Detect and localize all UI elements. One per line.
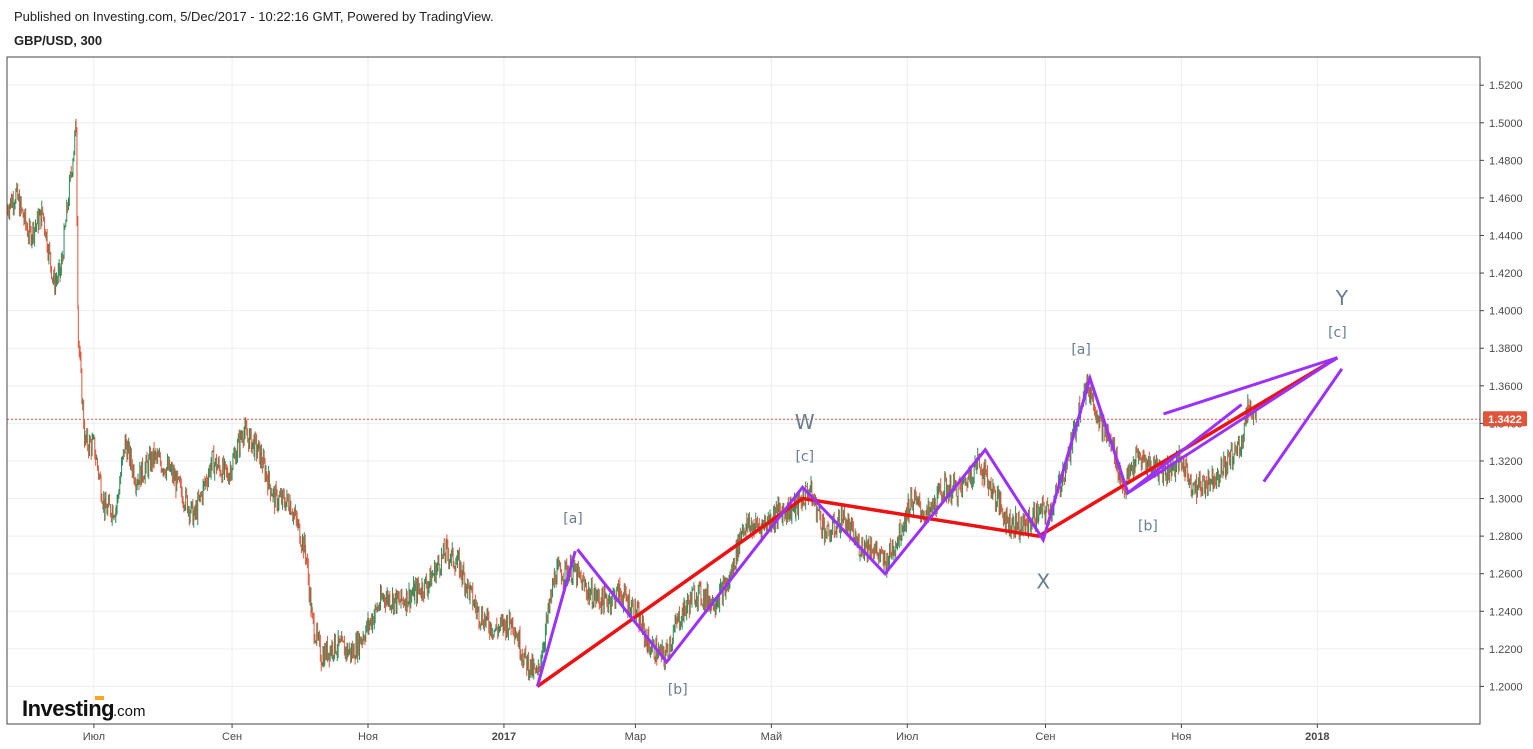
- candles: [6, 118, 1257, 681]
- x-axis: Июл Сен Ноя 2017 Мар Май Июл Сен Ноя 2018: [83, 724, 1330, 743]
- y-tick-label: 1.5200: [1489, 80, 1523, 92]
- wave-label: [b]: [668, 682, 688, 698]
- trend-lines: [536, 356, 1339, 688]
- wave-upper-channel: [1163, 356, 1338, 416]
- grid: [7, 57, 1480, 724]
- x-tick-label: Май: [761, 731, 783, 743]
- wave-w-b: [576, 373, 1243, 665]
- y-tick-label: 1.3000: [1489, 494, 1523, 506]
- wave-projection: [1262, 368, 1344, 483]
- y-tick-label: 1.2600: [1489, 569, 1523, 581]
- wave-w: [535, 550, 577, 687]
- wave-label: W: [795, 410, 815, 434]
- y-tick-label: 1.4600: [1489, 193, 1523, 205]
- y-tick-label: 1.2200: [1489, 644, 1523, 656]
- wave-label: [b]: [1138, 518, 1158, 534]
- plot-frame: [6, 56, 1481, 725]
- y-tick-label: 1.3600: [1489, 381, 1523, 393]
- y-tick-label: 1.3800: [1489, 343, 1523, 355]
- wave-label: [c]: [1328, 325, 1347, 341]
- published-info: Published on Investing.com, 5/Dec/2017 -…: [14, 9, 494, 24]
- x-tick-label: Мар: [625, 731, 647, 743]
- price-tag-label: 1.3422: [1488, 414, 1522, 426]
- wave-label: X: [1036, 570, 1050, 594]
- logo-accent-mark: [95, 696, 104, 700]
- wave-label: [c]: [795, 449, 814, 465]
- wave-lines: [535, 356, 1344, 687]
- x-tick-label: 2018: [1305, 731, 1329, 743]
- y-axis: 1.2000 1.2200 1.2400 1.2600 1.2800 1.3000 1.32…: [1480, 80, 1523, 693]
- y-tick-label: 1.3200: [1489, 456, 1523, 468]
- wave-label: [a]: [563, 511, 583, 527]
- wave-labels: [a] [b] W [c] X [a] [b] Y [c]: [563, 286, 1348, 698]
- wave-lower-channel: [1127, 356, 1339, 495]
- x-tick-label: Июл: [83, 731, 105, 743]
- x-tick-label: Сен: [222, 731, 242, 743]
- y-tick-label: 1.2000: [1489, 681, 1523, 693]
- y-tick-label: 1.5000: [1489, 118, 1523, 130]
- price-tag-box: [1483, 411, 1527, 427]
- x-tick-label: Ноя: [1171, 731, 1191, 743]
- x-tick-label: Сен: [1035, 731, 1055, 743]
- y-tick-label: 1.4000: [1489, 306, 1523, 318]
- price-tag: 1.3422: [1483, 411, 1527, 427]
- y-tick-label: 1.2800: [1489, 531, 1523, 543]
- x-tick-label: Июл: [896, 731, 918, 743]
- logo-wordmark: Investing: [22, 696, 114, 721]
- y-tick-label: 1.4800: [1489, 155, 1523, 167]
- y-tick-label: 1.2400: [1489, 606, 1523, 618]
- x-tick-label: 2017: [492, 731, 516, 743]
- investing-logo[interactable]: Investing .com: [22, 696, 146, 721]
- y-tick-label: 1.4200: [1489, 268, 1523, 280]
- x-tick-label: Ноя: [358, 731, 378, 743]
- red-trend: [536, 356, 1339, 688]
- wave-label: [a]: [1071, 342, 1091, 358]
- y-tick-label: 1.4400: [1489, 230, 1523, 242]
- logo-suffix: .com: [113, 703, 146, 720]
- symbol-title: GBP/USD, 300: [14, 33, 103, 48]
- wave-label: Y: [1335, 286, 1349, 310]
